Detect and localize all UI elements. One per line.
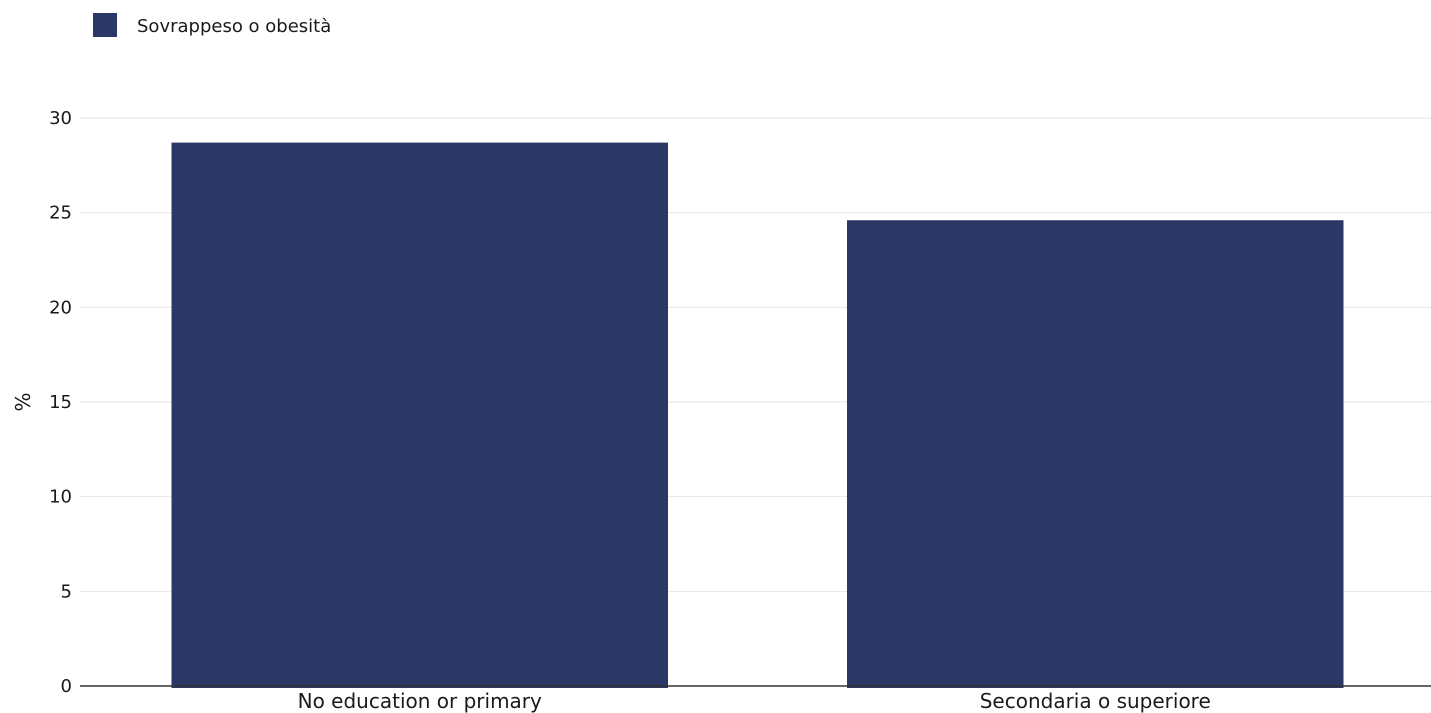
legend: Sovrappeso o obesità (93, 13, 331, 37)
y-tick-label: 15 (49, 392, 72, 413)
y-tick-labels: 0 5 10 15 20 25 30 (49, 108, 72, 697)
y-tick-label: 10 (49, 487, 72, 508)
legend-swatch (93, 13, 117, 37)
x-tick-labels: No education or primary Secondaria o supe… (298, 689, 1211, 713)
y-tick-label: 30 (49, 108, 72, 129)
bars (171, 142, 1344, 689)
y-tick-label: 20 (49, 297, 72, 318)
y-tick-label: 5 (61, 581, 72, 602)
x-tick-label: No education or primary (298, 689, 542, 713)
bar (171, 142, 668, 688)
x-tick-label: Secondaria o superiore (980, 689, 1211, 713)
y-tick-label: 0 (61, 676, 72, 697)
y-tick-label: 25 (49, 203, 72, 224)
y-axis-title: % (11, 392, 35, 411)
legend-label: Sovrappeso o obesità (137, 16, 331, 37)
bar (847, 220, 1344, 689)
